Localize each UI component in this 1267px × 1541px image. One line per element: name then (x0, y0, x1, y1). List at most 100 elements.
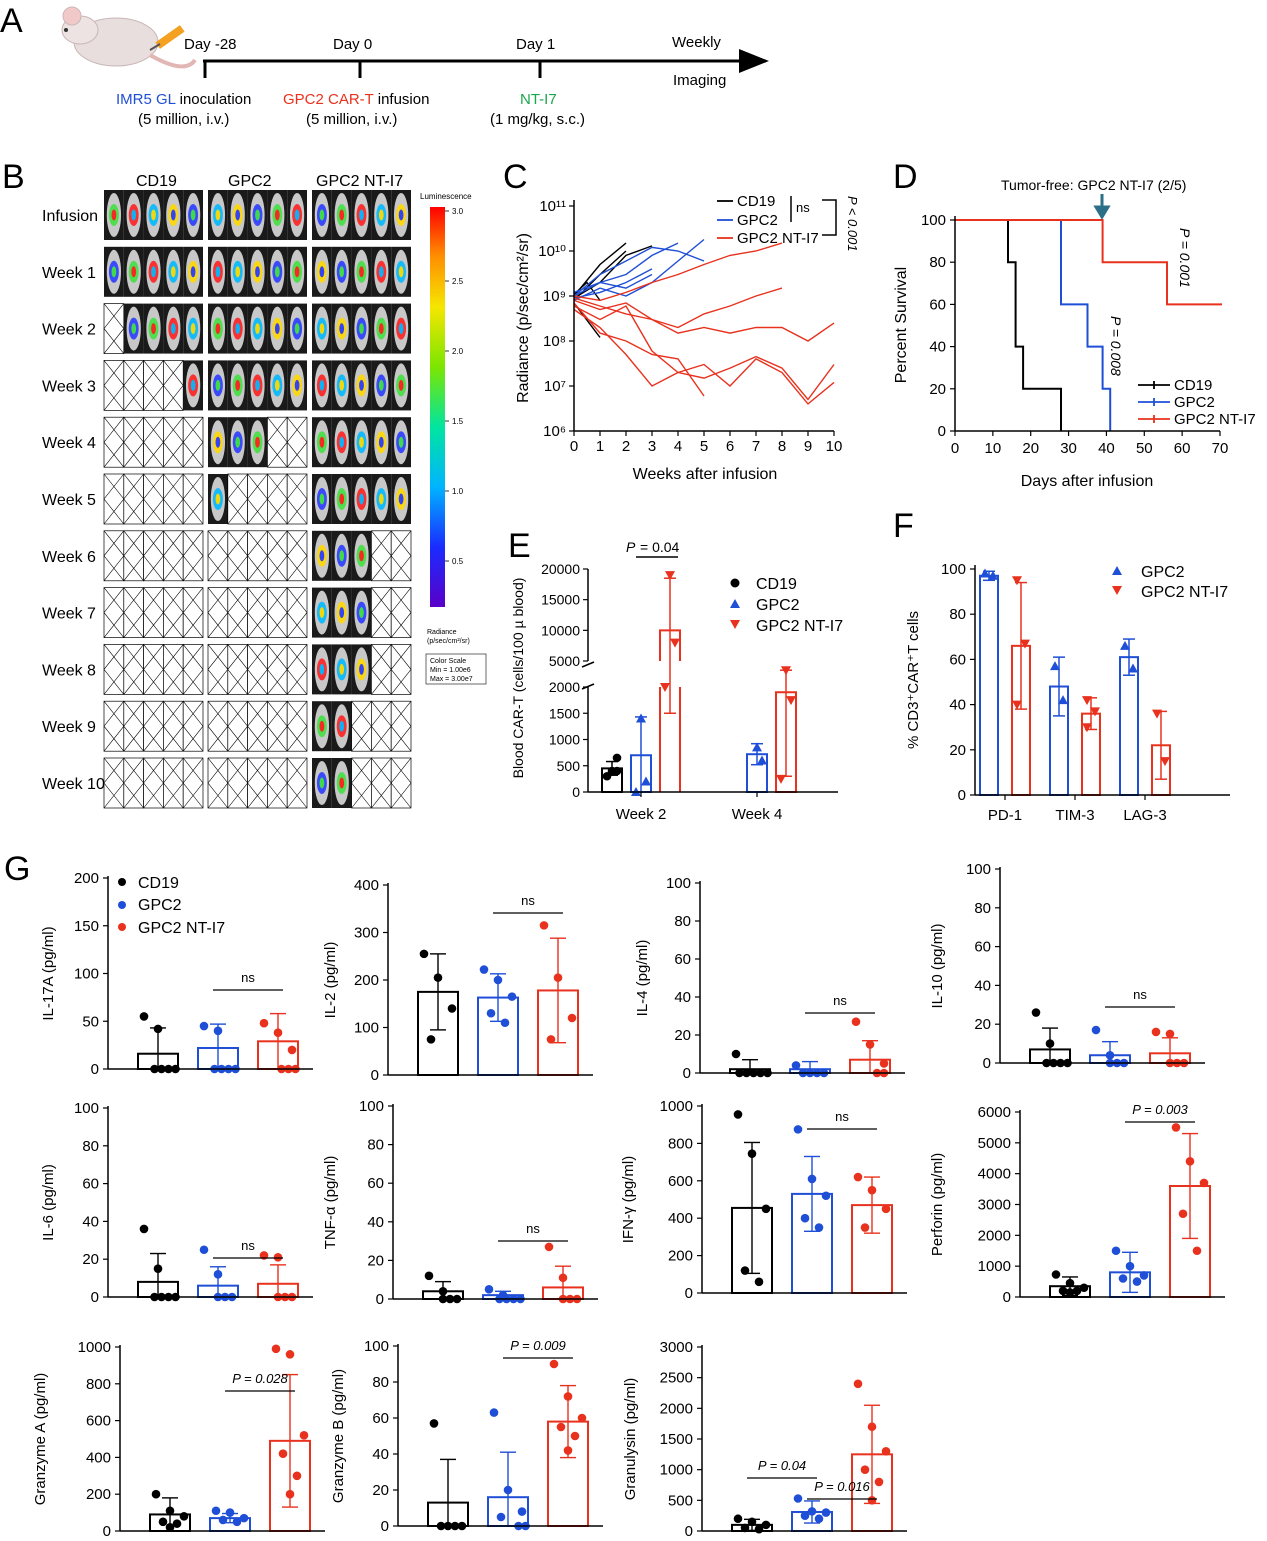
cytokine-plot-8: Granzyme A (pg/ml) 0 200 400 600 800 1000 P = 0… (32, 1339, 325, 1540)
deceased-mouse-box (267, 757, 288, 809)
timeline-day-0: Day 0 (333, 36, 372, 53)
radiance-x-tick-label: 2 (622, 438, 630, 455)
deceased-mouse-box (247, 700, 268, 752)
luminescence-signal (215, 493, 221, 505)
cytokine-point (860, 1223, 870, 1232)
cytokine-point (496, 1512, 506, 1522)
deceased-mouse-box (390, 757, 412, 809)
cytokine-point (558, 1273, 568, 1283)
cytokine-point (517, 1507, 527, 1516)
luminescence-signal (398, 209, 404, 221)
deceased-mouse-box (182, 587, 204, 638)
cytokine-plot-5: TNF-α (pg/ml) 0 20 40 60 80 100 ns (322, 1098, 598, 1308)
exhaustion-bar-gpc2 (979, 574, 999, 797)
cytokine-point (1185, 1157, 1195, 1166)
cytokine-y-tick-label: 800 (668, 1135, 693, 1152)
cytokine-point (544, 1242, 554, 1252)
exhaustion-point (1020, 639, 1030, 649)
deceased-mouse-cross (182, 644, 204, 695)
group-label-gpc2: GPC2 (228, 173, 272, 190)
deceased-mouse-cross (182, 473, 204, 525)
luminescence-tick-label: 1.5 (452, 417, 464, 426)
deceased-mouse-box (103, 587, 125, 638)
cytokine-point (213, 1270, 223, 1279)
deceased-mouse-box (123, 530, 144, 582)
cytokine-y-tick-label: 200 (74, 870, 99, 887)
cytokine-y-tick-label: 40 (82, 1213, 99, 1230)
cytokine-point (172, 1519, 182, 1528)
deceased-mouse-cross (286, 417, 308, 468)
timeline-weekly: Weekly (672, 34, 721, 51)
luminescence-signal (255, 266, 260, 278)
blood-cart-y-tick-label: 5000 (549, 653, 580, 669)
luminescence-signal (274, 323, 280, 335)
luminescence-signal (274, 379, 280, 391)
legend-gpc2-nti7: GPC2 NT-I7 (1141, 584, 1228, 601)
cytokine-point (179, 1511, 189, 1521)
luminescence-signal (398, 266, 404, 278)
exhaustion-point (980, 568, 990, 578)
blood-cart-y-tick-label: 20000 (541, 561, 580, 577)
cytokine-y-tick-label: 100 (364, 1338, 389, 1355)
color-scale-min: Min = 1.00e6 (430, 667, 471, 674)
luminescence-tick-label: 3.0 (452, 207, 464, 216)
blood-cart-x-tick-label: Week 2 (616, 806, 667, 823)
tumor-free-annotation: Tumor-free: GPC2 NT-I7 (2/5) (1001, 177, 1186, 193)
deceased-mouse-cross (390, 644, 412, 695)
exhaustion-point (1160, 757, 1170, 767)
cytokine-plot-3: IL-10 (pg/ml) 0 20 40 60 80 100 ns (929, 861, 1205, 1072)
panel-letter-f: F (893, 507, 914, 545)
luminescence-signal (378, 209, 384, 221)
luminescence-signal (339, 493, 345, 505)
deceased-mouse-box (267, 587, 288, 638)
cytokine-y-tick-label: 0 (103, 1523, 111, 1540)
deceased-mouse-box (182, 530, 204, 582)
luminescence-signal (131, 323, 137, 335)
cytokine-ylabel: TNF-α (pg/ml) (322, 1156, 339, 1250)
luminescence-signal (359, 550, 364, 562)
event-infusion: GPC2 CAR-T infusion (283, 91, 429, 108)
legend-cd19: CD19 (756, 576, 797, 593)
cytokine-point (1199, 1178, 1209, 1188)
legend-gpc2-nti7: GPC2 NT-I7 (756, 618, 843, 635)
deceased-mouse-cross (390, 530, 412, 581)
cytokine-point (747, 1149, 757, 1158)
cytokine-sig-label: P = 0.009 (510, 1338, 566, 1353)
deceased-mouse-cross (286, 530, 308, 581)
cytokine-point (577, 1413, 587, 1423)
cytokine-y-tick-label: 40 (372, 1446, 389, 1463)
cytokine-y-tick-label: 600 (668, 1173, 693, 1190)
survival-y-tick-label: 0 (938, 423, 946, 440)
survival-p-gpc2: P = 0.008 (1108, 316, 1124, 376)
radiance-xlabel: Weeks after infusion (633, 466, 778, 483)
axis-break-mark (581, 661, 595, 668)
luminescence-signal (359, 209, 364, 221)
cytokine-point (271, 1344, 281, 1354)
luminescence-signal (111, 266, 117, 278)
luminescence-signal (235, 379, 241, 391)
luminescence-signal (170, 209, 176, 221)
blood-cart-point (660, 683, 670, 692)
cytokine-y-tick-label: 1500 (660, 1431, 693, 1448)
cytokine-point (1058, 1286, 1068, 1296)
blood-cart-point (786, 696, 796, 706)
cytokine-y-tick-label: 40 (674, 989, 691, 1006)
luminescence-signal (274, 209, 280, 221)
legend-gpc2-nti7: GPC2 NT-I7 (737, 230, 819, 247)
luminescence-signal (190, 323, 196, 335)
event-inoculation: IMR5 GL inoculation (116, 91, 251, 108)
blood-cart-y-tick-label: 1500 (549, 705, 580, 721)
panel-letter-a: A (0, 2, 23, 40)
cytokine-plot-4: IL-6 (pg/ml) 0 20 40 60 80 100 ns (40, 1100, 313, 1306)
survival-x-tick-label: 60 (1174, 440, 1191, 457)
deceased-mouse-box (143, 416, 164, 468)
deceased-mouse-cross (286, 701, 308, 752)
cytokine-point (1065, 1278, 1075, 1288)
cytokine-ylabel: IL-2 (pg/ml) (322, 942, 339, 1019)
survival-x-tick-label: 30 (1060, 440, 1077, 457)
cytokine-sig-label: P = 0.04 (758, 1458, 806, 1473)
luminescence-signal (339, 777, 345, 789)
deceased-mouse-box (286, 473, 308, 525)
deceased-mouse-box (351, 700, 372, 752)
luminescence-signal (319, 720, 325, 732)
